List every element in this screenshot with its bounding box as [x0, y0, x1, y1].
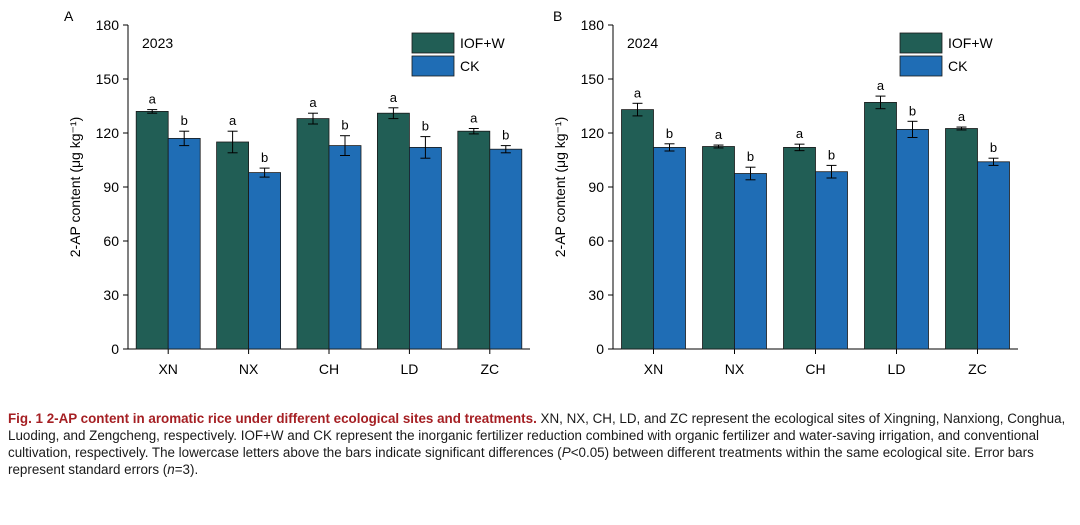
- bar-iof-w: [945, 128, 978, 350]
- caption-p-symbol: P: [561, 445, 571, 460]
- y-axis-label: 2-AP content (μg kg⁻¹): [552, 117, 568, 257]
- significance-letter: a: [877, 78, 885, 93]
- bar-iof-w: [135, 111, 169, 350]
- bar-ck: [896, 128, 929, 350]
- panel-label-b: B: [553, 8, 563, 24]
- bar-iof-w: [376, 112, 410, 350]
- significance-letter: b: [666, 126, 673, 141]
- legend-label: CK: [460, 58, 480, 74]
- y-tick-label: 150: [96, 71, 120, 87]
- caption-body-1: XN, NX, CH, LD, and ZC represent the eco…: [8, 411, 1066, 460]
- legend-swatch: [411, 55, 455, 77]
- bar-iof-w: [457, 130, 491, 350]
- legend-swatch: [411, 32, 455, 54]
- bar-ck: [248, 172, 282, 350]
- significance-letter: a: [958, 109, 966, 124]
- caption-n-symbol: n: [167, 462, 175, 477]
- year-label: 2023: [142, 35, 173, 51]
- y-tick-label: 180: [581, 17, 605, 33]
- legend-label: IOF+W: [460, 35, 506, 51]
- figure-caption: Fig. 1 2-AP content in aromatic rice und…: [8, 410, 1074, 478]
- bar-ck: [977, 161, 1010, 350]
- y-axis-label: 2-AP content (μg kg⁻¹): [67, 117, 83, 257]
- bar-iof-w: [864, 102, 897, 350]
- legend-label: CK: [948, 58, 968, 74]
- x-tick-label: NX: [239, 361, 259, 377]
- bar-ck: [734, 173, 767, 350]
- significance-letter: b: [909, 103, 916, 118]
- bar-ck: [408, 146, 442, 350]
- significance-letter: b: [502, 128, 509, 143]
- x-tick-label: ZC: [968, 361, 987, 377]
- bar-ck: [653, 146, 686, 350]
- significance-letter: a: [229, 113, 237, 128]
- y-tick-label: 0: [596, 341, 604, 357]
- panel-label-a: A: [64, 8, 74, 24]
- bar-iof-w: [783, 146, 816, 350]
- significance-letter: a: [309, 95, 317, 110]
- y-tick-label: 60: [103, 233, 119, 249]
- significance-letter: b: [828, 147, 835, 162]
- significance-letter: b: [422, 119, 429, 134]
- x-tick-label: ZC: [480, 361, 499, 377]
- x-tick-label: LD: [400, 361, 418, 377]
- bar-iof-w: [216, 141, 250, 350]
- significance-letter: b: [181, 113, 188, 128]
- x-tick-label: XN: [158, 361, 177, 377]
- chart-b: 0 30 60 90 120 150 180 2-AP content (μg kg⁻¹) 20…: [552, 17, 1018, 377]
- significance-letter: a: [470, 111, 478, 126]
- y-tick-label: 0: [111, 341, 119, 357]
- bar-iof-w: [296, 118, 330, 350]
- legend-label: IOF+W: [948, 35, 994, 51]
- y-tick-label: 120: [96, 125, 120, 141]
- significance-letter: a: [634, 85, 642, 100]
- x-tick-label: LD: [888, 361, 906, 377]
- chart-a: 0 30 60 90 120 150 180 2-AP content (μg kg⁻¹) 20…: [67, 17, 530, 377]
- y-tick-label: 180: [96, 17, 120, 33]
- legend-swatch: [899, 55, 943, 77]
- caption-body-2: <0.05) between different treatments with…: [8, 445, 1034, 477]
- bar-ck: [489, 148, 523, 350]
- x-tick-label: NX: [725, 361, 745, 377]
- y-tick-label: 150: [581, 71, 605, 87]
- bar-ck: [167, 137, 201, 350]
- x-tick-label: XN: [644, 361, 663, 377]
- significance-letter: a: [149, 92, 157, 107]
- significance-letter: a: [390, 90, 398, 105]
- caption-title: Fig. 1 2-AP content in aromatic rice und…: [8, 411, 537, 426]
- caption-body-3: =3).: [174, 462, 199, 477]
- bar-iof-w: [621, 109, 654, 350]
- year-label: 2024: [627, 35, 658, 51]
- y-tick-label: 30: [103, 287, 119, 303]
- bar-ck: [815, 171, 848, 350]
- legend-swatch: [899, 32, 943, 54]
- significance-letter: b: [747, 149, 754, 164]
- y-tick-label: 60: [588, 233, 604, 249]
- y-tick-label: 120: [581, 125, 605, 141]
- significance-letter: a: [715, 127, 723, 142]
- y-tick-label: 30: [588, 287, 604, 303]
- bar-ck: [328, 145, 362, 350]
- significance-letter: b: [261, 150, 268, 165]
- y-tick-label: 90: [588, 179, 604, 195]
- y-tick-label: 90: [103, 179, 119, 195]
- significance-letter: b: [341, 118, 348, 133]
- x-tick-label: CH: [805, 361, 825, 377]
- bar-iof-w: [702, 146, 735, 350]
- significance-letter: a: [796, 126, 804, 141]
- significance-letter: b: [990, 140, 997, 155]
- x-tick-label: CH: [319, 361, 339, 377]
